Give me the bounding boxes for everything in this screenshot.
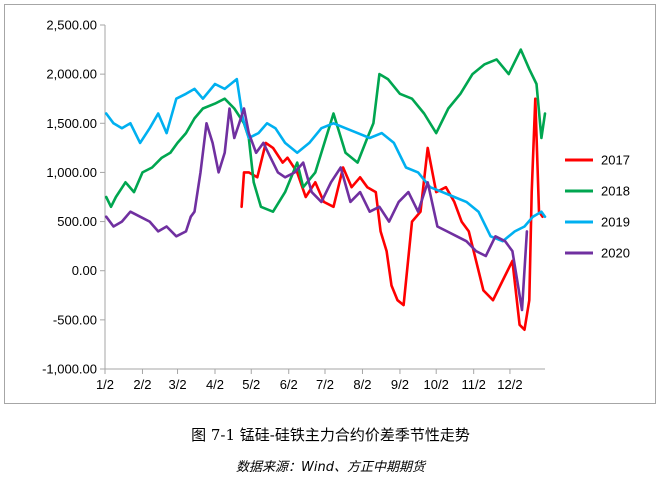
y-tick-label: -1,000.00 [42, 362, 97, 377]
x-tick-label: 2/2 [133, 377, 151, 392]
series-line-2020 [104, 107, 529, 312]
plot-area: -1,000.00 -500.00 0.00 500.00 1,000.00 1,500.… [42, 18, 547, 392]
x-tick-label: 1/2 [96, 377, 114, 392]
x-tick-label: 3/2 [168, 377, 186, 392]
legend-label-2017: 2017 [601, 153, 630, 168]
y-tick-label: 2,000.00 [46, 67, 97, 82]
y-tick-label: 500.00 [57, 214, 97, 229]
x-tick-label: 9/2 [391, 377, 409, 392]
data-source-note: 数据来源：Wind、方正中期期货 [236, 460, 425, 475]
x-tick-label: 8/2 [353, 377, 371, 392]
y-tick-label: 2,500.00 [46, 18, 97, 33]
x-tick-label: 6/2 [280, 377, 298, 392]
x-tick-label: 11/2 [462, 377, 486, 392]
x-tick-label: 4/2 [206, 377, 224, 392]
x-tick-label: 12/2 [497, 377, 522, 392]
series-line-2019 [104, 77, 547, 243]
chart-frame: -1,000.00 -500.00 0.00 500.00 1,000.00 1,500.… [4, 4, 656, 404]
x-tick-label: 5/2 [242, 377, 260, 392]
x-tick-label: 7/2 [316, 377, 334, 392]
legend: 2017 2018 2019 2020 [565, 153, 630, 261]
y-tick-label: 0.00 [72, 263, 97, 278]
chart-svg: -1,000.00 -500.00 0.00 500.00 1,000.00 1,500.… [42, 18, 630, 393]
y-tick-label: 1,000.00 [46, 165, 97, 180]
legend-label-2018: 2018 [601, 184, 630, 199]
series-line-2018 [104, 48, 547, 213]
series-line-2017 [240, 97, 544, 332]
legend-label-2019: 2019 [601, 215, 630, 230]
y-tick-label: 1,500.00 [46, 116, 97, 131]
x-tick-label: 10/2 [424, 377, 449, 392]
figure-caption: 图 7-1 锰硅-硅铁主力合约价差季节性走势 [191, 426, 470, 444]
legend-label-2020: 2020 [601, 246, 630, 261]
y-tick-label: -500.00 [53, 312, 97, 327]
